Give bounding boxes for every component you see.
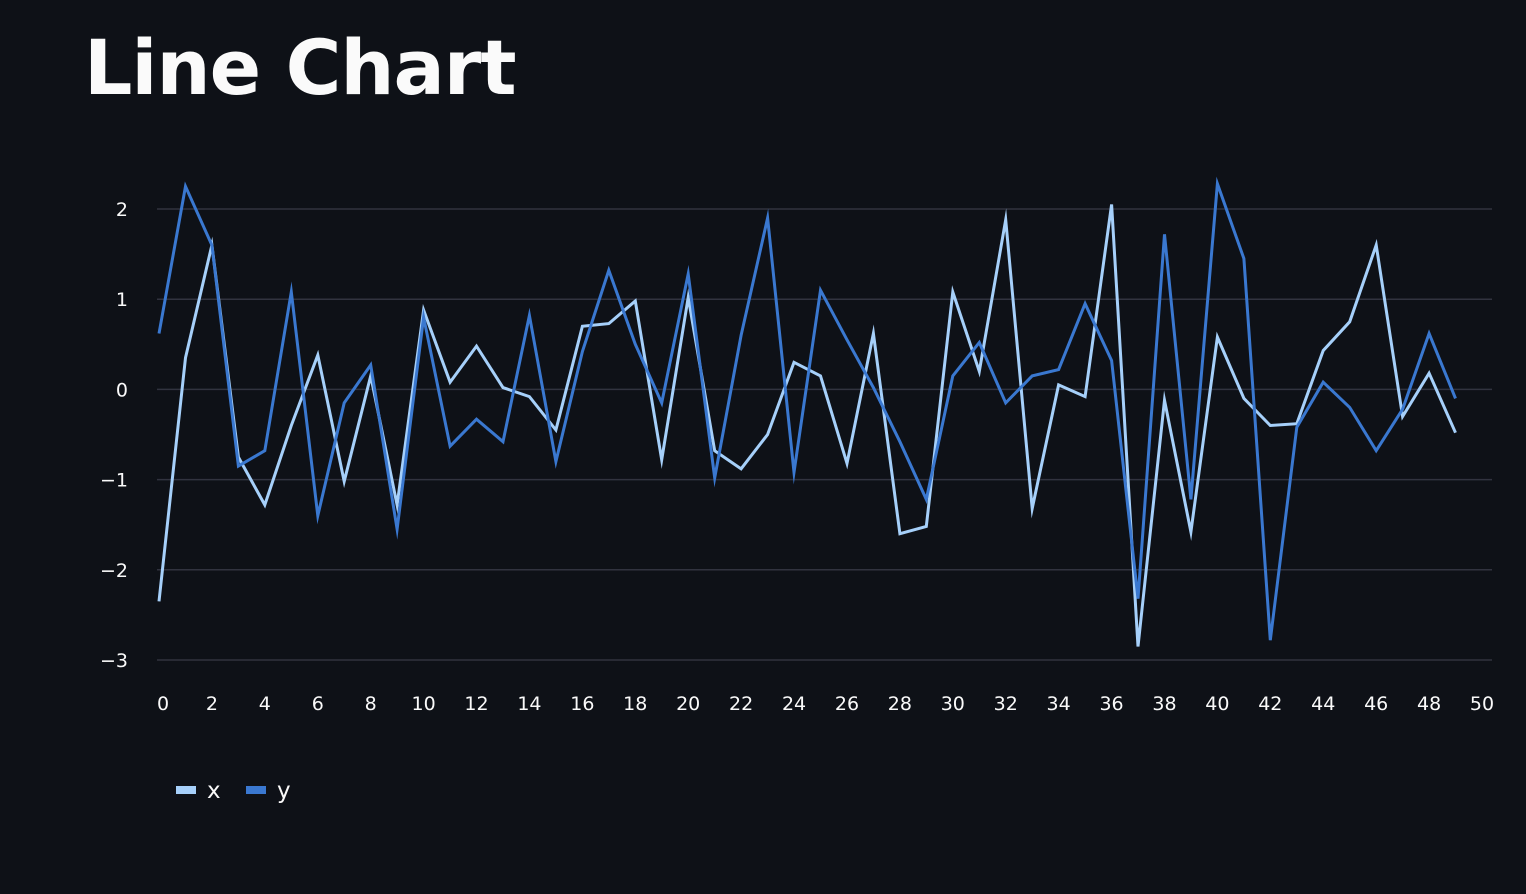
x-tick-label: 38 xyxy=(1152,693,1176,715)
x-tick-label: 10 xyxy=(412,693,436,715)
x-tick-label: 12 xyxy=(464,693,488,715)
y-tick-label: 0 xyxy=(116,379,128,401)
y-tick-label: 1 xyxy=(116,289,128,311)
legend-label-y: y xyxy=(277,778,291,804)
x-tick-label: 6 xyxy=(312,693,324,715)
page-title: Line Chart xyxy=(84,23,517,112)
x-tick-label: 8 xyxy=(365,693,377,715)
y-tick-label: −1 xyxy=(100,470,128,492)
x-axis-tick-labels: 0 2 4 6 8 10 12 14 16 18 20 22 24 26 28 30 32 34 36 38 40 42 4… xyxy=(157,693,1494,715)
x-tick-label: 36 xyxy=(1099,693,1123,715)
x-tick-label: 20 xyxy=(676,693,700,715)
x-tick-label: 24 xyxy=(782,693,806,715)
x-tick-label: 30 xyxy=(941,693,965,715)
x-tick-label: 40 xyxy=(1205,693,1229,715)
x-tick-label: 32 xyxy=(994,693,1018,715)
x-tick-label: 22 xyxy=(729,693,753,715)
x-tick-label: 26 xyxy=(835,693,859,715)
y-axis-tick-labels: −3 −2 −1 0 1 2 xyxy=(100,199,128,672)
x-tick-label: 44 xyxy=(1311,693,1335,715)
x-tick-label: 16 xyxy=(570,693,594,715)
series-line-x xyxy=(157,204,1457,647)
legend-swatch-y xyxy=(246,786,266,794)
x-tick-label: 42 xyxy=(1258,693,1282,715)
x-tick-label: 0 xyxy=(157,693,169,715)
x-tick-label: 4 xyxy=(259,693,271,715)
series-line-y xyxy=(157,176,1457,641)
legend-swatch-x xyxy=(176,786,196,794)
x-tick-label: 28 xyxy=(888,693,912,715)
y-tick-label: −3 xyxy=(100,650,128,672)
series-lines xyxy=(157,176,1457,647)
y-tick-label: −2 xyxy=(100,560,128,582)
x-tick-label: 46 xyxy=(1364,693,1388,715)
x-tick-label: 2 xyxy=(206,693,218,715)
x-tick-label: 14 xyxy=(517,693,541,715)
y-tick-label: 2 xyxy=(116,199,128,221)
legend-label-x: x xyxy=(207,778,221,804)
x-tick-label: 50 xyxy=(1470,693,1494,715)
x-tick-label: 18 xyxy=(623,693,647,715)
x-tick-label: 34 xyxy=(1047,693,1071,715)
x-tick-label: 48 xyxy=(1417,693,1441,715)
